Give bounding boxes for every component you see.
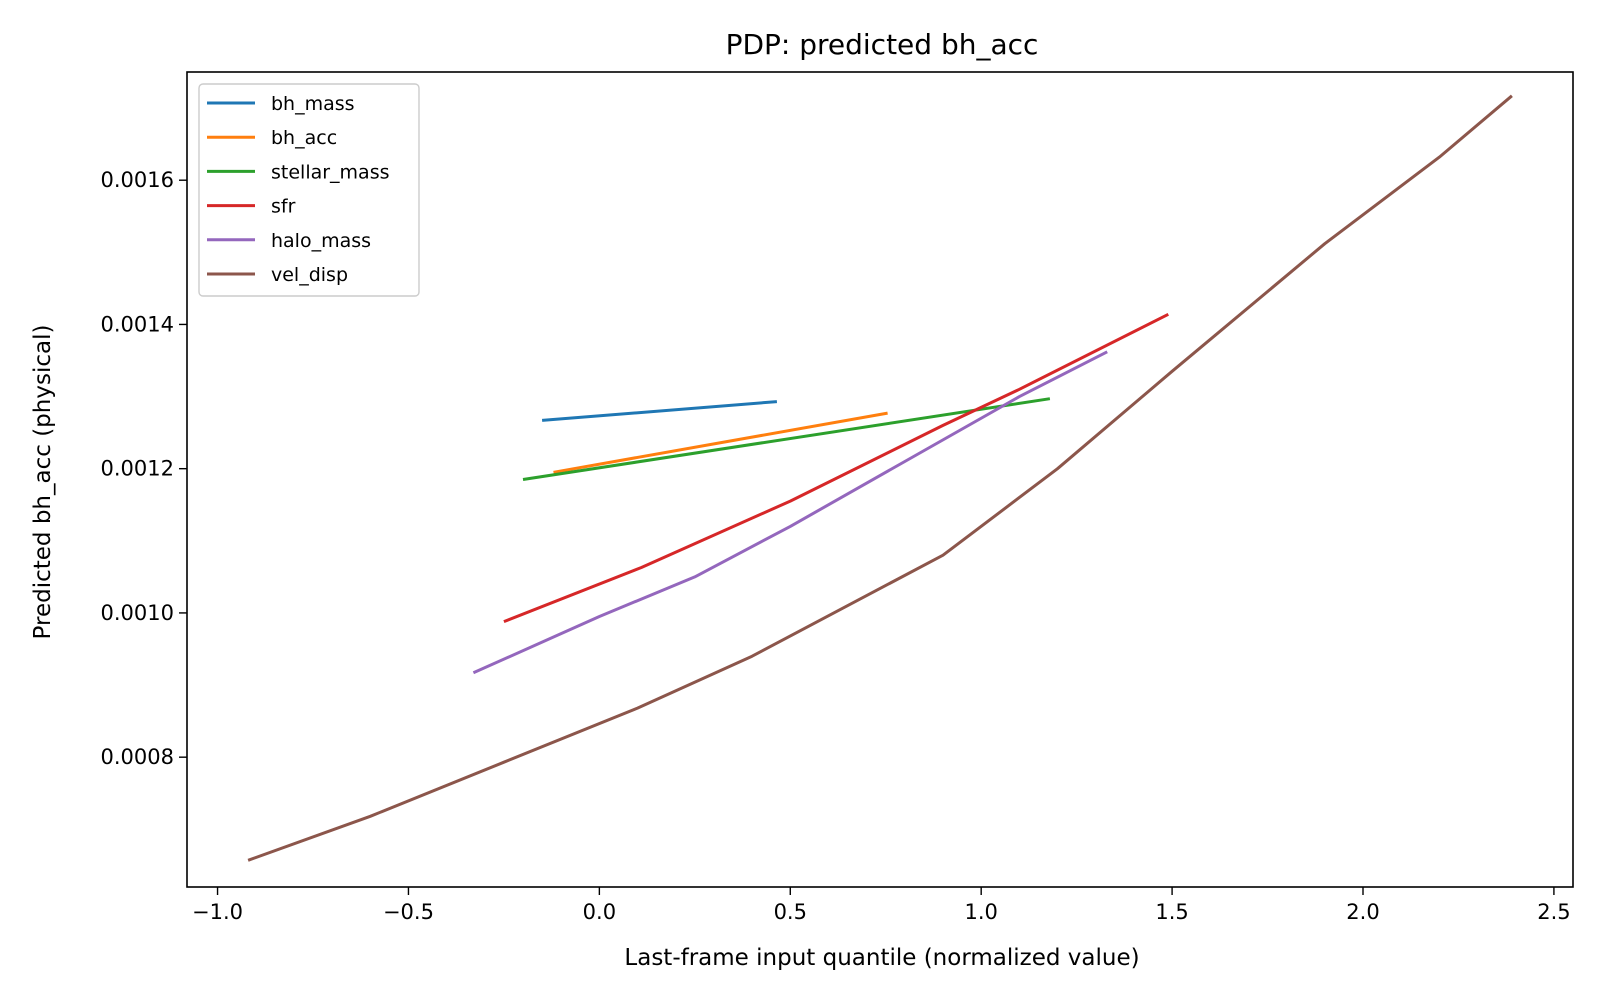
x-tick-label: 1.5 [1155,900,1188,924]
y-axis-label: Predicted bh_acc (physical) [30,325,56,640]
x-tick-label: 2.0 [1346,900,1379,924]
legend-label-bh-mass: bh_mass [271,93,355,115]
y-tick-label: 0.0014 [101,312,174,336]
x-tick-label: 1.0 [964,900,997,924]
plot-lines [247,94,1513,862]
series-line-halo-mass [472,350,1108,675]
legend-label-sfr: sfr [271,196,296,218]
x-tick-label: −1.0 [192,900,243,924]
x-tick-label: 0.0 [583,900,616,924]
series-line-sfr [503,312,1169,623]
series-line-vel-disp [247,94,1513,862]
y-axis: 0.0008 0.0010 0.0012 0.0014 0.0016 [101,168,187,769]
x-tick-label: 2.5 [1537,900,1570,924]
y-tick-label: 0.0010 [101,601,174,625]
legend-label-vel-disp: vel_disp [271,264,348,286]
series-line-bh-acc [553,411,888,474]
x-axis: −1.0 −0.5 0.0 0.5 1.0 1.5 2.0 2.5 [192,887,1571,924]
x-axis-label: Last-frame input quantile (normalized va… [624,945,1139,971]
axes-frame [186,71,1574,888]
x-tick-label: −0.5 [383,900,434,924]
chart-title: PDP: predicted bh_acc [726,28,1039,61]
y-tick-label: 0.0008 [101,745,174,769]
x-tick-label: 0.5 [774,900,807,924]
legend-label-halo-mass: halo_mass [271,230,371,252]
y-tick-label: 0.0012 [101,457,174,481]
legend-label-bh-acc: bh_acc [271,127,337,149]
y-tick-label: 0.0016 [101,168,174,192]
series-line-bh-mass [541,400,778,422]
series-line-stellar-mass [522,397,1051,481]
legend-label-stellar-mass: stellar_mass [271,161,390,183]
